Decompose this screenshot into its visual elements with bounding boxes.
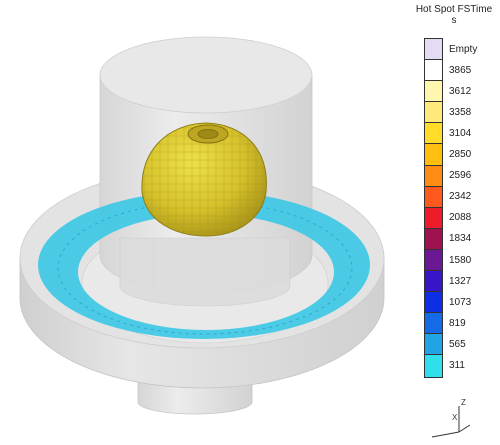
- color-legend: [424, 38, 443, 378]
- legend-label: 3865: [449, 64, 472, 76]
- legend-swatch: [425, 144, 442, 166]
- model-viewport[interactable]: [0, 0, 410, 445]
- legend-swatch: [425, 102, 442, 124]
- legend-label: 2850: [449, 149, 472, 161]
- upper-cylinder-top: [99, 36, 313, 114]
- legend-swatch: [425, 355, 442, 377]
- legend-label: 819: [449, 317, 466, 329]
- legend-label: 3104: [449, 127, 472, 139]
- legend-label: 1073: [449, 296, 472, 308]
- legend-swatch: [425, 39, 442, 61]
- legend-swatch: [425, 207, 442, 229]
- legend-label: Empty: [449, 43, 478, 55]
- legend-swatch: [425, 123, 442, 145]
- y-axis-line: [458, 424, 471, 433]
- legend-title: Hot Spot FSTime s: [408, 4, 500, 26]
- inner-neck: [119, 237, 291, 307]
- legend-title-unit: s: [451, 15, 457, 26]
- legend-label: 311: [449, 360, 465, 372]
- x-axis-label: X: [452, 413, 458, 422]
- x-axis-line: [431, 431, 460, 438]
- legend-label: 3612: [449, 85, 472, 97]
- legend-label: 2088: [449, 212, 472, 224]
- legend-swatch: [425, 228, 442, 250]
- legend-label: 2342: [449, 191, 472, 203]
- legend-label: 1834: [449, 233, 472, 245]
- legend-label: 2596: [449, 170, 472, 182]
- legend-label: 565: [449, 338, 466, 350]
- legend-swatch: [425, 292, 442, 314]
- hotspot-ring: [38, 191, 370, 339]
- legend-label: 3358: [449, 106, 472, 118]
- legend-swatch: [425, 271, 442, 293]
- legend-swatch: [425, 334, 442, 356]
- legend-swatch: [425, 60, 442, 82]
- legend-swatch: [425, 313, 442, 335]
- legend-swatch: [425, 186, 442, 208]
- axis-triad: Z X: [431, 398, 471, 438]
- legend-swatch: [425, 81, 442, 103]
- legend-label: 1580: [449, 254, 472, 266]
- z-axis-label: Z: [461, 398, 466, 407]
- hotspot-dome: [141, 122, 267, 237]
- legend-title-name: Hot Spot FSTime: [415, 4, 493, 15]
- legend-label: 1327: [449, 275, 472, 287]
- legend-swatch: [425, 165, 442, 187]
- legend-swatch: [425, 249, 442, 272]
